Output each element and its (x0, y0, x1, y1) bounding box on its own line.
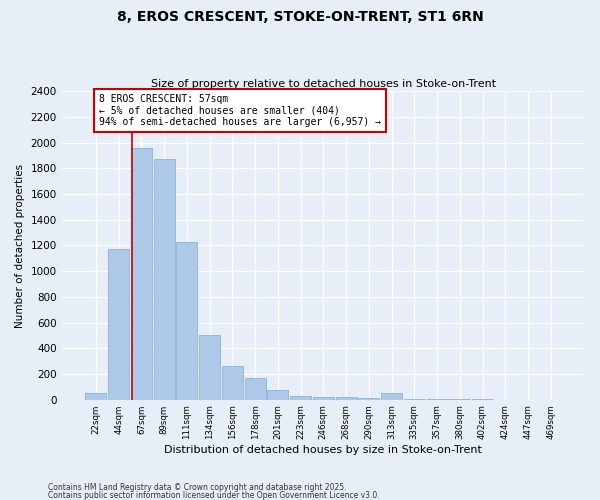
Bar (176, 242, 197, 400)
Y-axis label: Number of detached properties: Number of detached properties (15, 164, 25, 328)
Bar (290, 396, 311, 400)
Bar (85, 394, 106, 400)
Text: 8, EROS CRESCENT, STOKE-ON-TRENT, ST1 6RN: 8, EROS CRESCENT, STOKE-ON-TRENT, ST1 6R… (116, 10, 484, 24)
Text: Contains public sector information licensed under the Open Government Licence v3: Contains public sector information licen… (48, 490, 380, 500)
Bar (131, 148, 152, 400)
Bar (335, 398, 356, 400)
Bar (222, 366, 243, 400)
Bar (154, 160, 175, 400)
Bar (268, 390, 289, 400)
Bar (313, 397, 334, 400)
Title: Size of property relative to detached houses in Stoke-on-Trent: Size of property relative to detached ho… (151, 79, 496, 89)
Bar (108, 250, 129, 400)
Bar (245, 378, 266, 400)
Bar (358, 398, 379, 400)
Bar (404, 398, 425, 400)
X-axis label: Distribution of detached houses by size in Stoke-on-Trent: Distribution of detached houses by size … (164, 445, 482, 455)
Bar (199, 336, 220, 400)
Bar (381, 392, 402, 400)
Bar (427, 399, 448, 400)
Text: Contains HM Land Registry data © Crown copyright and database right 2025.: Contains HM Land Registry data © Crown c… (48, 484, 347, 492)
Text: 8 EROS CRESCENT: 57sqm
← 5% of detached houses are smaller (404)
94% of semi-det: 8 EROS CRESCENT: 57sqm ← 5% of detached … (98, 94, 380, 127)
